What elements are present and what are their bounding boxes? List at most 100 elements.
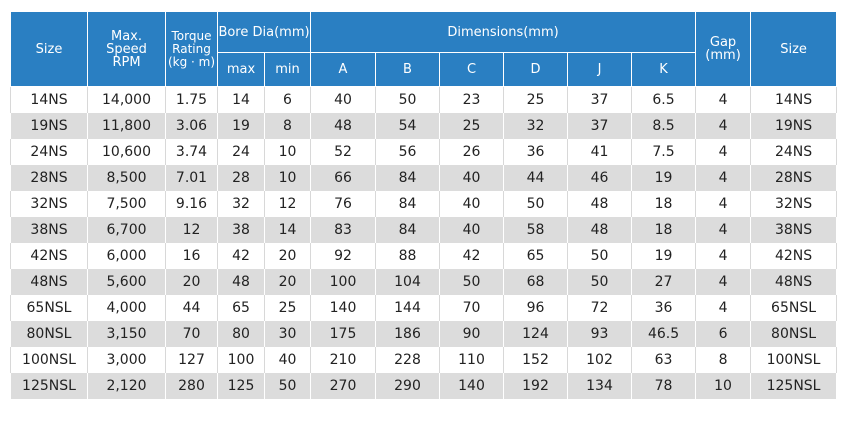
cell-dim-k: 7.5: [630, 139, 697, 165]
cell-dim-j: 46: [567, 165, 632, 191]
cell-dim-a: 83: [310, 217, 376, 243]
cell-torque: 12: [165, 217, 218, 243]
header-torque-rating: Torque Rating (kg · m): [165, 11, 218, 87]
cell-dim-j: 50: [567, 269, 632, 295]
header-max-speed: Max. Speed RPM: [87, 11, 166, 87]
cell-dim-j: 102: [567, 347, 632, 373]
cell-dim-a: 76: [310, 191, 376, 217]
cell-size-right: 32NS: [750, 191, 838, 217]
cell-max-speed: 10,600: [87, 139, 166, 165]
cell-bore-min: 30: [264, 321, 311, 347]
cell-dim-k: 27: [630, 269, 697, 295]
header-dim-a: A: [310, 52, 376, 87]
cell-size-right: 100NSL: [750, 347, 838, 373]
header-size: Size: [10, 11, 88, 87]
cell-dim-c: 25: [439, 113, 504, 139]
cell-gap: 4: [695, 191, 752, 217]
cell-size-right: 65NSL: [750, 295, 838, 321]
cell-bore-min: 50: [264, 373, 311, 399]
cell-torque: 70: [165, 321, 218, 347]
cell-torque: 1.75: [165, 86, 218, 113]
cell-dim-b: 144: [375, 295, 440, 321]
cell-gap: 4: [695, 269, 752, 295]
table-body: 14NS 14,000 1.75 14 6 40 50 23 25 37 6.5 4 14NS 19NS 1…: [10, 86, 838, 399]
cell-bore-max: 42: [217, 243, 265, 269]
cell-gap: 4: [695, 86, 752, 113]
cell-size: 14NS: [10, 86, 88, 113]
cell-bore-max: 28: [217, 165, 265, 191]
cell-size: 80NSL: [10, 321, 88, 347]
cell-size: 24NS: [10, 139, 88, 165]
cell-bore-max: 19: [217, 113, 265, 139]
cell-dim-d: 65: [503, 243, 568, 269]
cell-dim-k: 78: [630, 373, 697, 399]
cell-dim-j: 37: [567, 113, 632, 139]
table-row: 28NS 8,500 7.01 28 10 66 84 40 44 46 19 4 28NS: [10, 165, 838, 191]
table-row: 100NSL 3,000 127 100 40 210 228 110 152 102 63 8 100…: [10, 347, 838, 373]
cell-size-right: 125NSL: [750, 373, 838, 399]
cell-size-right: 28NS: [750, 165, 838, 191]
cell-size: 48NS: [10, 269, 88, 295]
cell-dim-d: 96: [503, 295, 568, 321]
cell-dim-d: 192: [503, 373, 568, 399]
header-dim-d: D: [503, 52, 568, 87]
cell-dim-a: 270: [310, 373, 376, 399]
cell-size-right: 24NS: [750, 139, 838, 165]
cell-bore-min: 40: [264, 347, 311, 373]
cell-size-right: 48NS: [750, 269, 838, 295]
cell-dim-b: 84: [375, 217, 440, 243]
cell-bore-min: 8: [264, 113, 311, 139]
cell-size: 28NS: [10, 165, 88, 191]
header-row-top: Size Max. Speed RPM Torque Rating (kg · …: [10, 11, 838, 87]
cell-size: 32NS: [10, 191, 88, 217]
cell-dim-k: 18: [630, 191, 697, 217]
cell-size-right: 19NS: [750, 113, 838, 139]
cell-dim-a: 52: [310, 139, 376, 165]
cell-size-right: 38NS: [750, 217, 838, 243]
table-row: 32NS 7,500 9.16 32 12 76 84 40 50 48 18 4 32NS: [10, 191, 838, 217]
cell-dim-k: 8.5: [630, 113, 697, 139]
cell-dim-d: 152: [503, 347, 568, 373]
cell-gap: 4: [695, 243, 752, 269]
cell-dim-b: 104: [375, 269, 440, 295]
header-dim-k: K: [630, 52, 697, 87]
table-row: 42NS 6,000 16 42 20 92 88 42 65 50 19 4 42NS: [10, 243, 838, 269]
cell-dim-k: 63: [630, 347, 697, 373]
cell-size-right: 42NS: [750, 243, 838, 269]
cell-bore-max: 100: [217, 347, 265, 373]
table-row: 38NS 6,700 12 38 14 83 84 40 58 48 18 4 38NS: [10, 217, 838, 243]
header-dim-b: B: [375, 52, 440, 87]
cell-dim-d: 25: [503, 86, 568, 113]
cell-dim-c: 23: [439, 86, 504, 113]
cell-torque: 7.01: [165, 165, 218, 191]
cell-max-speed: 5,600: [87, 269, 166, 295]
cell-dim-c: 26: [439, 139, 504, 165]
cell-dim-j: 37: [567, 86, 632, 113]
cell-gap: 4: [695, 217, 752, 243]
cell-torque: 16: [165, 243, 218, 269]
cell-size-right: 14NS: [750, 86, 838, 113]
cell-size: 19NS: [10, 113, 88, 139]
cell-dim-j: 134: [567, 373, 632, 399]
cell-bore-min: 14: [264, 217, 311, 243]
cell-bore-max: 65: [217, 295, 265, 321]
cell-dim-k: 18: [630, 217, 697, 243]
cell-dim-b: 88: [375, 243, 440, 269]
cell-dim-a: 100: [310, 269, 376, 295]
cell-bore-max: 32: [217, 191, 265, 217]
cell-max-speed: 11,800: [87, 113, 166, 139]
cell-bore-max: 24: [217, 139, 265, 165]
cell-gap: 4: [695, 165, 752, 191]
cell-max-speed: 8,500: [87, 165, 166, 191]
cell-bore-min: 6: [264, 86, 311, 113]
cell-torque: 3.74: [165, 139, 218, 165]
table-row: 19NS 11,800 3.06 19 8 48 54 25 32 37 8.5 4 19NS: [10, 113, 838, 139]
cell-bore-min: 12: [264, 191, 311, 217]
cell-dim-a: 175: [310, 321, 376, 347]
cell-dim-b: 84: [375, 165, 440, 191]
cell-dim-d: 58: [503, 217, 568, 243]
header-size-right: Size: [750, 11, 838, 87]
header-dimensions: Dimensions(mm): [309, 11, 697, 53]
cell-gap: 4: [695, 295, 752, 321]
cell-dim-j: 48: [567, 217, 632, 243]
